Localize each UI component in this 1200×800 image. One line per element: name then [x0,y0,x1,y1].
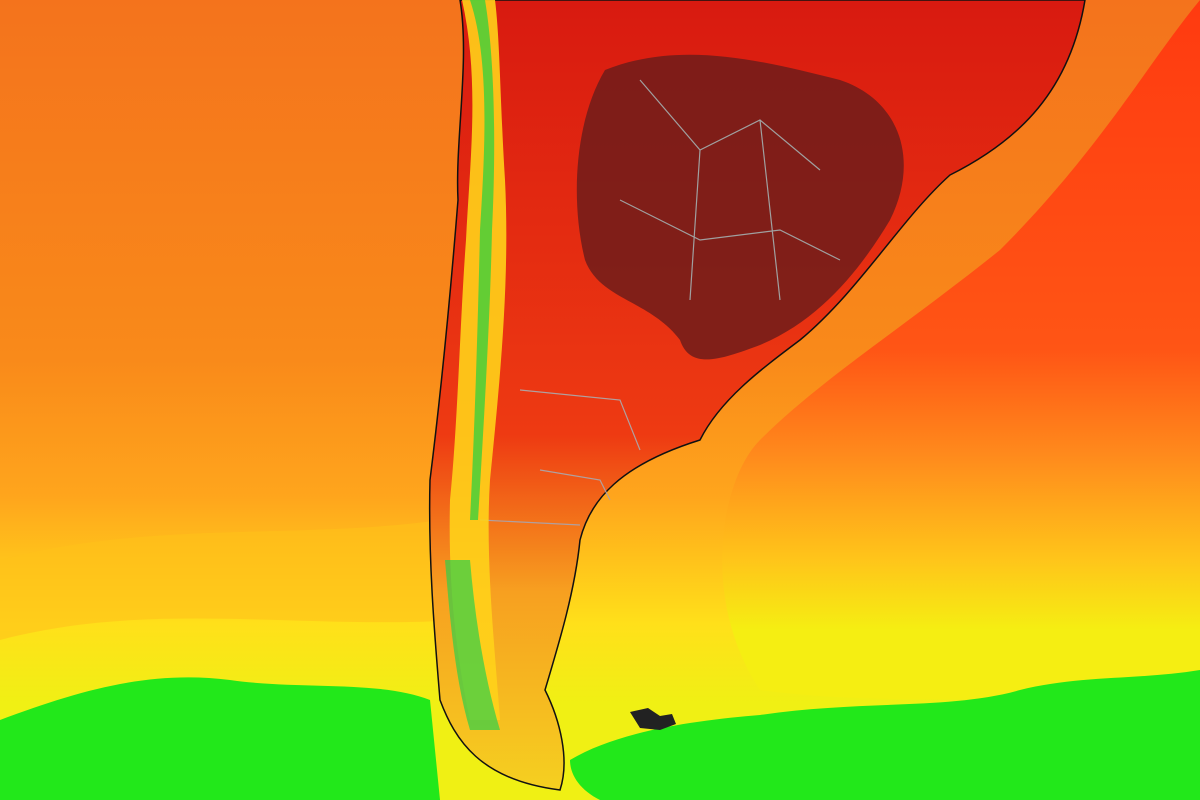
east-ocean [600,0,1200,700]
southern-cold-west [0,677,440,800]
andes-peaks [470,0,495,520]
hot-core [576,54,904,360]
southern-cold-east [570,670,1200,800]
warm-band [0,520,460,640]
islands [630,708,676,730]
borders [619,79,841,301]
patagonia-ice [445,560,500,730]
borders-south [479,389,641,526]
